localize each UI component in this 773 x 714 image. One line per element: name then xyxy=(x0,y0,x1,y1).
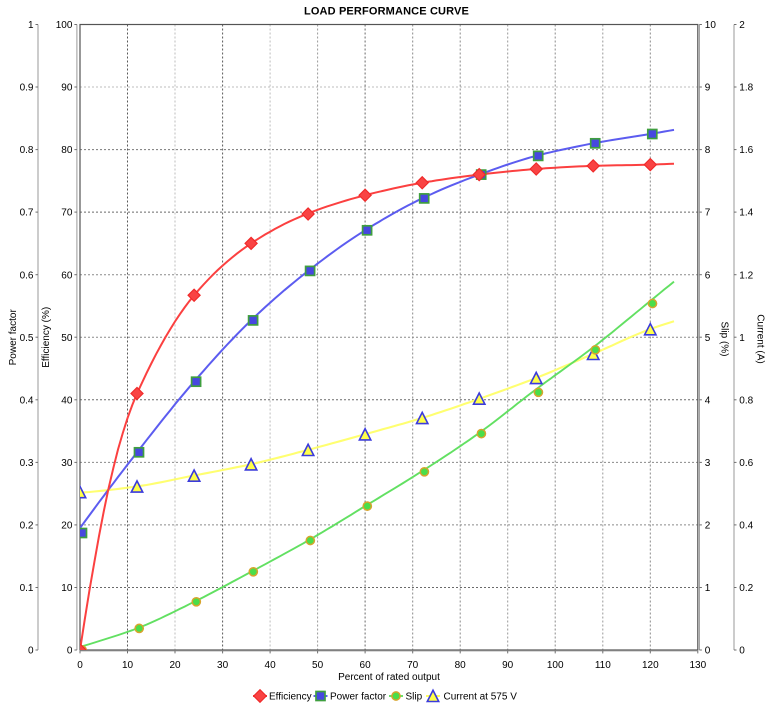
svg-text:90: 90 xyxy=(61,83,73,94)
svg-text:1.6: 1.6 xyxy=(739,145,753,156)
svg-text:90: 90 xyxy=(502,660,514,671)
svg-text:0: 0 xyxy=(705,646,711,657)
svg-text:100: 100 xyxy=(56,20,73,31)
svg-text:0.3: 0.3 xyxy=(20,458,34,469)
svg-text:0.6: 0.6 xyxy=(739,458,753,469)
svg-text:30: 30 xyxy=(217,660,229,671)
svg-text:Current at 575 V: Current at 575 V xyxy=(444,691,518,702)
svg-text:4: 4 xyxy=(705,395,711,406)
svg-text:0: 0 xyxy=(67,646,73,657)
svg-text:LOAD PERFORMANCE CURVE: LOAD PERFORMANCE CURVE xyxy=(304,6,469,18)
svg-text:Power factor: Power factor xyxy=(330,691,387,702)
svg-text:1.8: 1.8 xyxy=(739,83,753,94)
svg-text:Slip (%): Slip (%) xyxy=(719,321,730,356)
svg-text:0.4: 0.4 xyxy=(739,521,753,532)
svg-text:1.4: 1.4 xyxy=(739,208,753,219)
svg-text:Efficiency (%): Efficiency (%) xyxy=(41,307,52,368)
svg-text:120: 120 xyxy=(642,660,659,671)
svg-text:0.1: 0.1 xyxy=(20,583,34,594)
svg-text:0.2: 0.2 xyxy=(20,521,34,532)
svg-text:70: 70 xyxy=(61,208,73,219)
svg-text:0.6: 0.6 xyxy=(20,270,34,281)
svg-text:0.8: 0.8 xyxy=(20,145,34,156)
svg-text:10: 10 xyxy=(61,583,73,594)
svg-text:Percent of rated output: Percent of rated output xyxy=(338,672,440,683)
svg-text:60: 60 xyxy=(61,270,73,281)
svg-text:50: 50 xyxy=(61,333,73,344)
svg-text:1: 1 xyxy=(705,583,711,594)
svg-text:0: 0 xyxy=(28,646,34,657)
svg-text:1: 1 xyxy=(739,333,745,344)
svg-text:80: 80 xyxy=(61,145,73,156)
svg-text:5: 5 xyxy=(705,333,711,344)
svg-text:80: 80 xyxy=(455,660,467,671)
svg-text:Efficiency: Efficiency xyxy=(269,691,312,702)
svg-text:70: 70 xyxy=(407,660,419,671)
svg-text:0: 0 xyxy=(739,646,745,657)
svg-text:0: 0 xyxy=(77,660,83,671)
svg-text:0.5: 0.5 xyxy=(20,333,34,344)
svg-text:0.2: 0.2 xyxy=(739,583,753,594)
svg-text:30: 30 xyxy=(61,458,73,469)
svg-text:20: 20 xyxy=(169,660,181,671)
svg-text:10: 10 xyxy=(705,20,717,31)
svg-text:0.7: 0.7 xyxy=(20,208,34,219)
svg-text:7: 7 xyxy=(705,208,711,219)
svg-text:2: 2 xyxy=(739,20,745,31)
svg-text:130: 130 xyxy=(689,660,706,671)
svg-text:100: 100 xyxy=(547,660,564,671)
svg-text:Slip: Slip xyxy=(406,691,423,702)
svg-text:10: 10 xyxy=(122,660,134,671)
svg-text:1.2: 1.2 xyxy=(739,270,753,281)
svg-text:3: 3 xyxy=(705,458,711,469)
svg-text:60: 60 xyxy=(360,660,372,671)
svg-text:8: 8 xyxy=(705,145,711,156)
svg-text:40: 40 xyxy=(265,660,277,671)
svg-text:6: 6 xyxy=(705,270,711,281)
svg-text:110: 110 xyxy=(595,660,611,671)
svg-text:0.4: 0.4 xyxy=(20,395,34,406)
svg-text:Power factor: Power factor xyxy=(8,309,19,366)
svg-text:1: 1 xyxy=(28,20,34,31)
svg-text:Current (A): Current (A) xyxy=(755,314,766,363)
svg-text:0.9: 0.9 xyxy=(20,83,34,94)
svg-text:0.8: 0.8 xyxy=(739,395,753,406)
svg-text:40: 40 xyxy=(61,395,73,406)
svg-text:9: 9 xyxy=(705,83,711,94)
svg-text:50: 50 xyxy=(312,660,324,671)
svg-text:20: 20 xyxy=(61,521,73,532)
svg-text:2: 2 xyxy=(705,521,711,532)
